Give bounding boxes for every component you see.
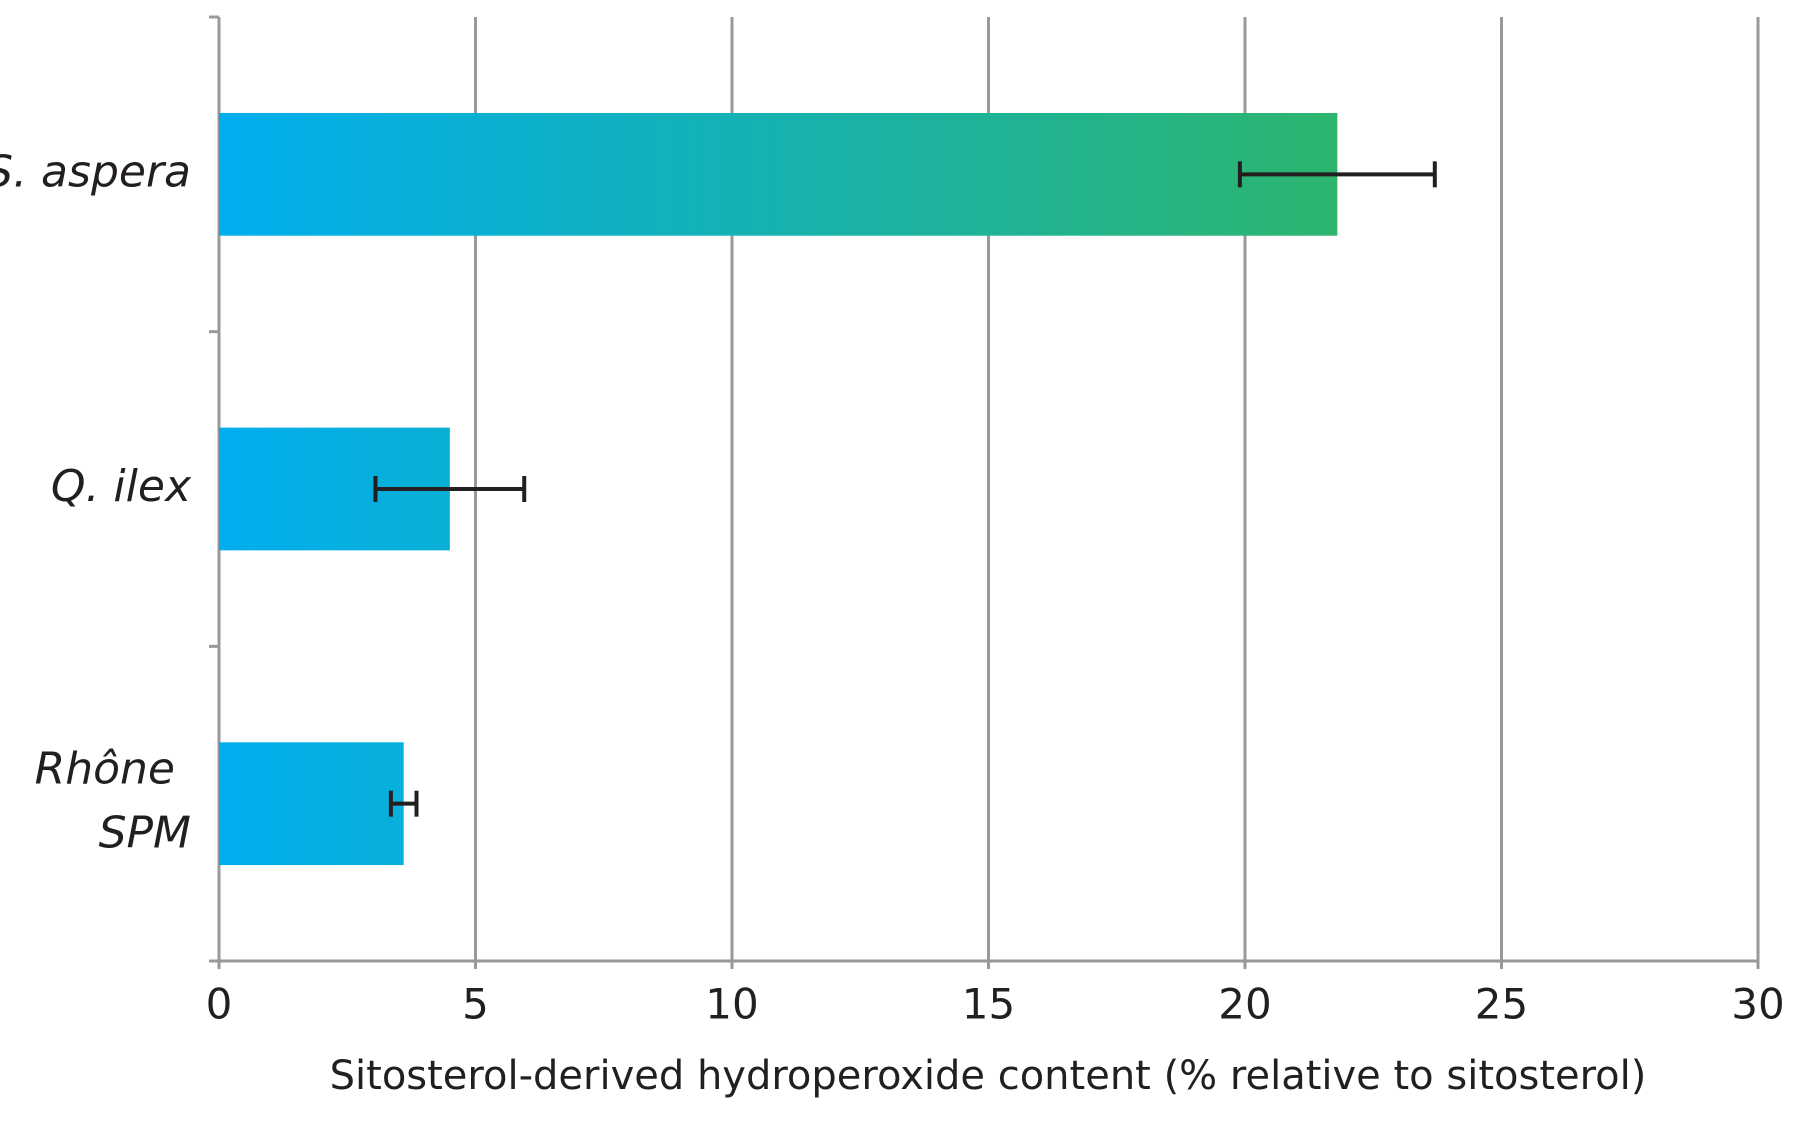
y-tick-label: S. aspera xyxy=(0,146,191,197)
x-tick-label: 0 xyxy=(206,980,233,1029)
x-tick-label: 10 xyxy=(705,980,758,1029)
x-tick-label: 30 xyxy=(1731,980,1784,1029)
error-bar xyxy=(1237,161,1437,188)
y-tick-label: Q. ilex xyxy=(51,461,192,512)
error-bar xyxy=(373,476,527,502)
bar xyxy=(219,742,404,866)
x-tick-label: 5 xyxy=(462,980,489,1029)
x-tick-label: 15 xyxy=(962,980,1015,1029)
error-bar xyxy=(388,790,419,817)
x-tick-label: 20 xyxy=(1218,980,1271,1029)
x-tick-label: 25 xyxy=(1475,980,1528,1029)
x-axis-label: Sitosterol-derived hydroperoxide content… xyxy=(330,1053,1647,1099)
bar xyxy=(219,112,1338,236)
y-tick-label: Rhône SPM xyxy=(35,744,191,859)
